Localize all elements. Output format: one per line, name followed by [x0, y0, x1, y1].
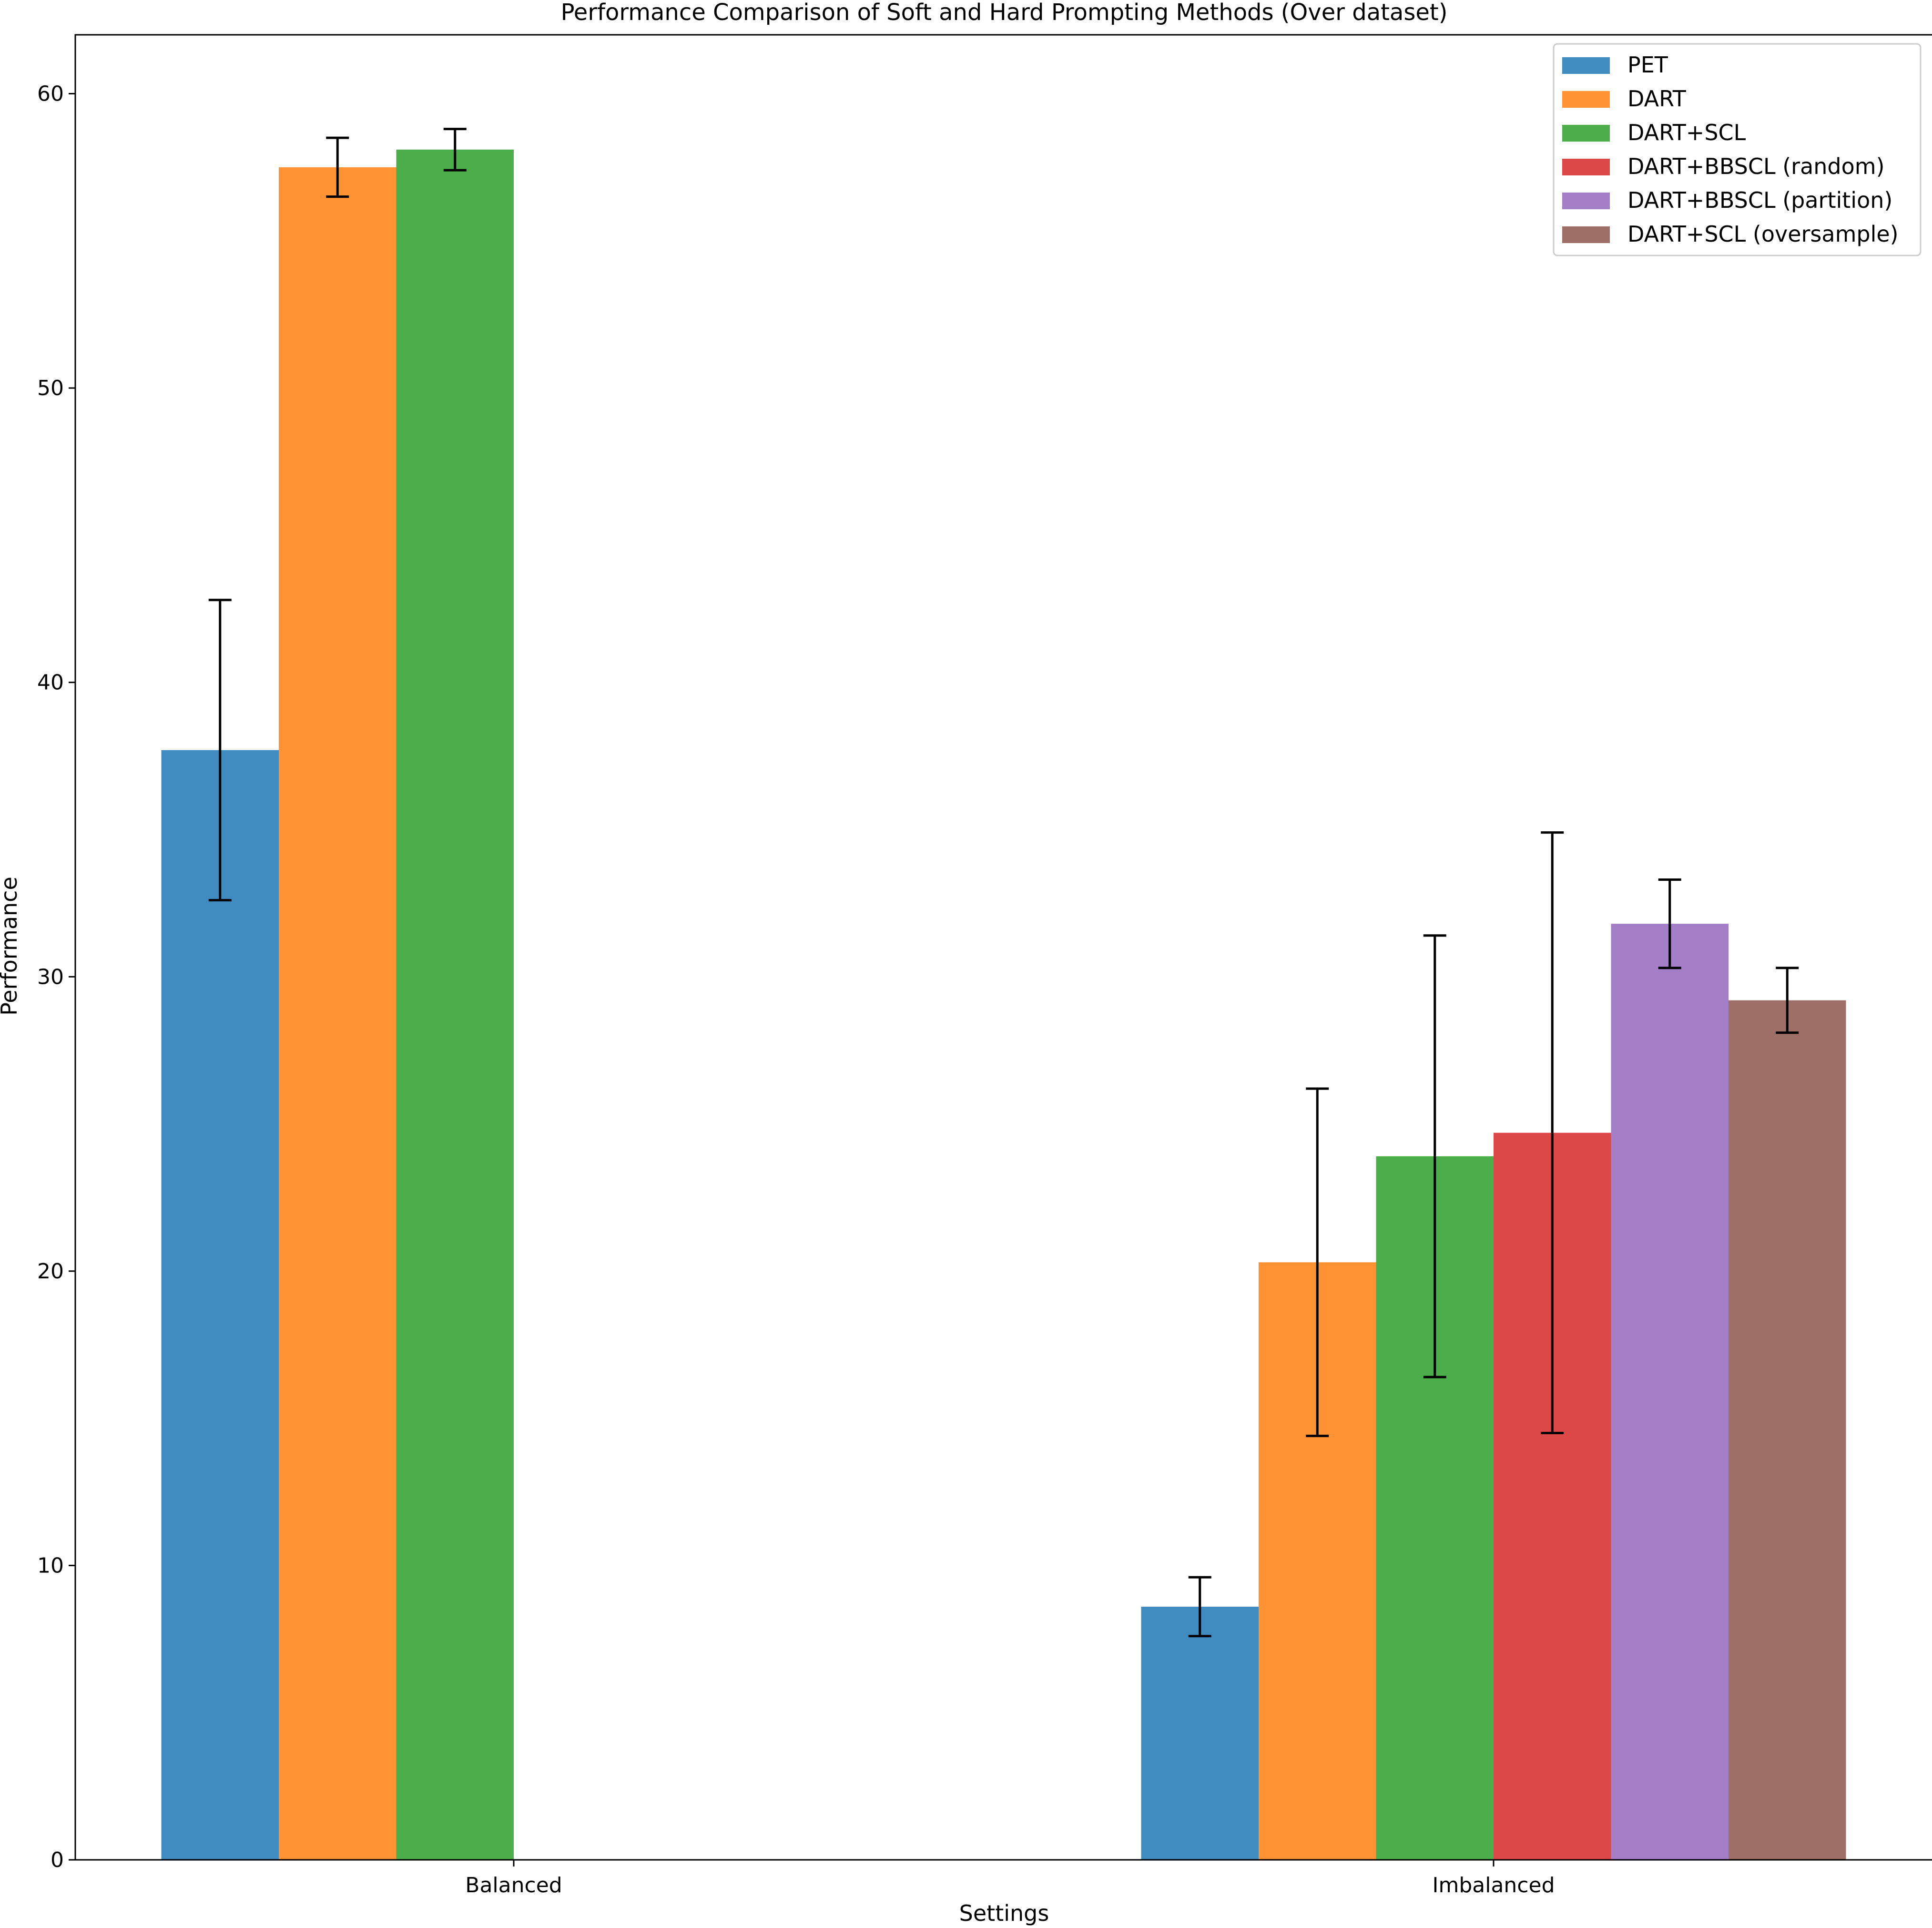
y-tick-label: 0	[51, 1848, 64, 1872]
legend-label: DART+BBSCL (random)	[1627, 153, 1885, 179]
legend-swatch	[1562, 159, 1610, 175]
y-axis-label: Performance	[0, 877, 22, 1016]
errorbar-dart-scl-balanced	[443, 128, 467, 172]
legend-label: PET	[1627, 52, 1668, 78]
legend-label: DART+SCL	[1627, 120, 1746, 145]
bar-dart-scl-balanced	[396, 149, 514, 1860]
legend-swatch	[1562, 226, 1610, 243]
y-tick-label: 50	[37, 376, 64, 400]
y-tick-label: 30	[37, 965, 64, 989]
errorbar-dart-balanced	[326, 136, 349, 198]
legend-swatch	[1562, 193, 1610, 209]
errorbars-layer	[208, 128, 1799, 1638]
errorbar-dart-scl-imbalanced	[1423, 934, 1446, 1378]
y-tick-label: 20	[37, 1259, 64, 1284]
legend-label: DART+SCL (oversample)	[1627, 221, 1899, 247]
y-tick-label: 40	[37, 671, 64, 695]
errorbar-dart-scl-oversample--imbalanced	[1776, 967, 1799, 1034]
x-axis: Balanced Imbalanced	[465, 1860, 1555, 1897]
chart-title: Performance Comparison of Soft and Hard …	[561, 0, 1448, 26]
errorbar-pet-imbalanced	[1188, 1576, 1211, 1638]
legend-frame	[1553, 43, 1922, 256]
bar-dart-scl-oversample--imbalanced	[1729, 1000, 1846, 1860]
y-tick-label: 60	[37, 82, 64, 106]
x-tick-label: Balanced	[465, 1873, 562, 1897]
legend-label: DART+BBSCL (partition)	[1627, 187, 1892, 213]
errorbar-pet-balanced	[208, 599, 232, 902]
y-axis: 0 10 20 30 40 50 60	[37, 82, 75, 1872]
legend-label: DART	[1627, 86, 1687, 112]
legend-swatch	[1562, 91, 1610, 108]
legend-swatch	[1562, 57, 1610, 74]
bar-dart-balanced	[279, 167, 397, 1860]
bars-layer	[161, 149, 1846, 1860]
legend-swatch	[1562, 125, 1610, 142]
errorbar-dart-imbalanced	[1306, 1087, 1329, 1438]
errorbar-dart-bbscl-random--imbalanced	[1541, 831, 1564, 1435]
legend: PET DART DART+SCL DART+BBSCL (random) DART+B…	[1553, 43, 1922, 256]
errorbar-dart-bbscl-partition--imbalanced	[1658, 878, 1681, 969]
plot-frame	[74, 34, 1932, 1861]
x-axis-label: Settings	[959, 1900, 1049, 1926]
bar-pet-balanced	[161, 750, 279, 1860]
bar-dart-bbscl-partition--imbalanced	[1611, 924, 1729, 1860]
x-tick-label: Imbalanced	[1433, 1873, 1555, 1897]
y-tick-label: 10	[37, 1553, 64, 1578]
bar-pet-imbalanced	[1141, 1606, 1259, 1860]
